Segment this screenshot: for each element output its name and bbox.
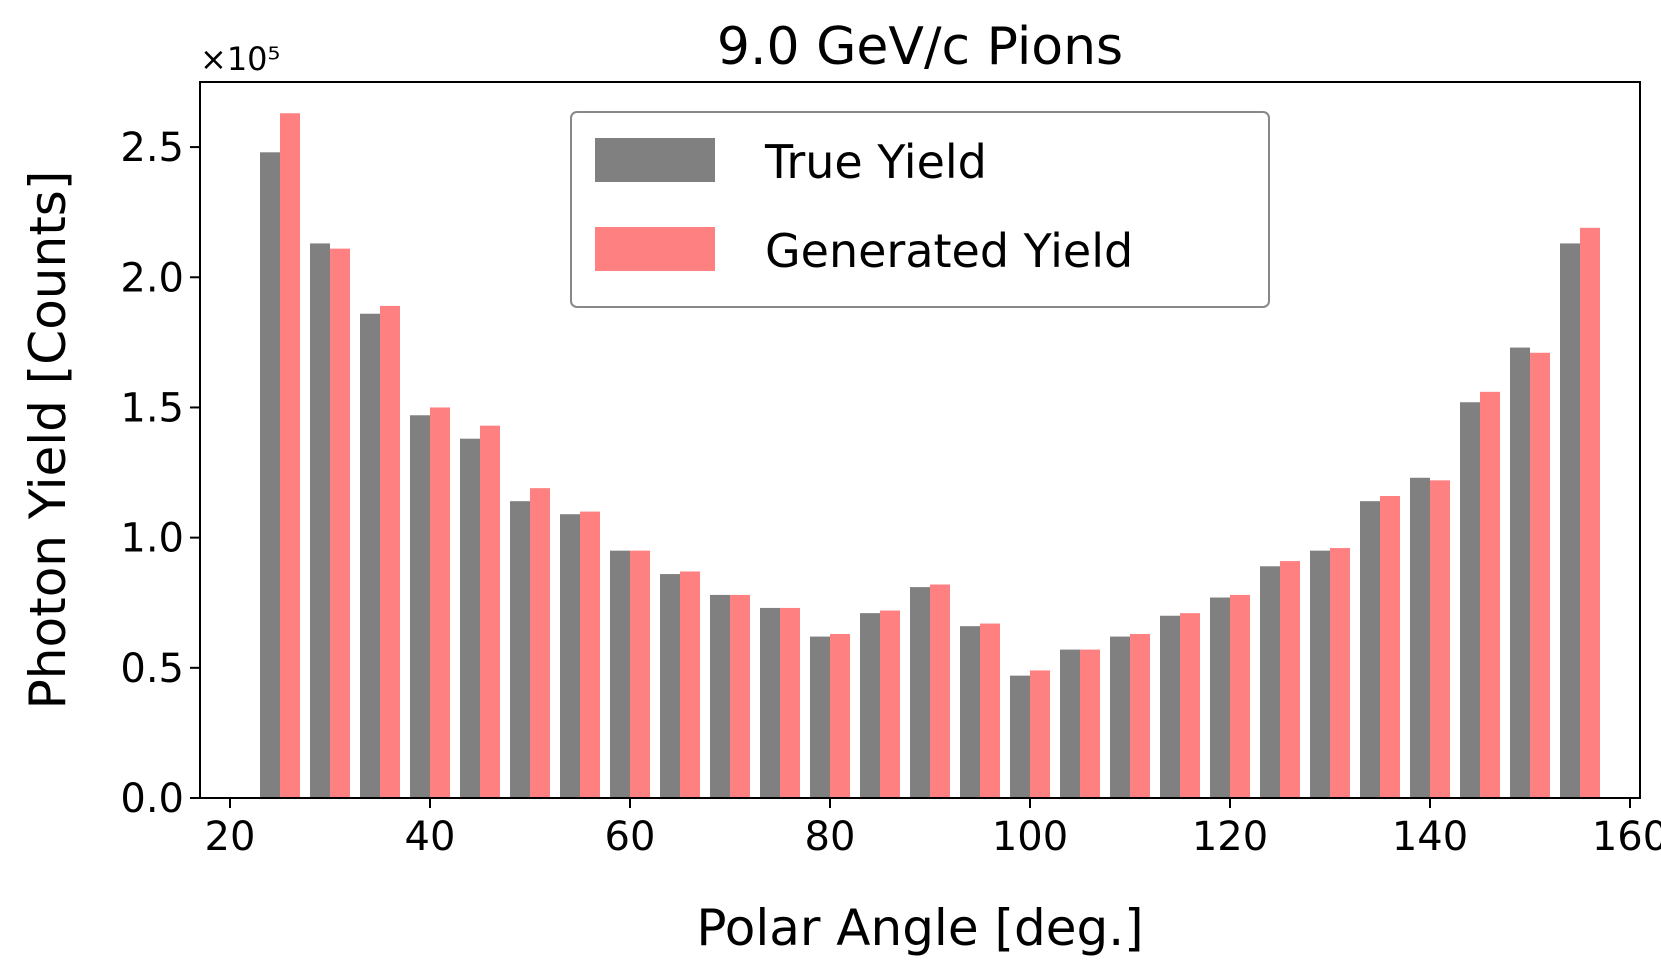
y-tick-label: 2.5 [120,125,184,171]
bar-generated-yield-60 [630,550,650,798]
bar-true-yield-25 [260,152,280,798]
bar-true-yield-110 [1110,636,1130,798]
bar-true-yield-60 [610,550,630,798]
bar-generated-yield-75 [780,607,800,798]
legend: True Yield Generated Yield [570,111,1270,308]
bar-generated-yield-95 [980,623,1000,798]
bar-generated-yield-120 [1230,594,1250,798]
x-tick-label: 20 [205,814,256,860]
bar-true-yield-75 [760,607,780,798]
bar-true-yield-115 [1160,615,1180,798]
bar-true-yield-95 [960,626,980,798]
x-tick-label: 160 [1592,814,1661,860]
y-tick-label: 0.0 [120,776,184,822]
bar-true-yield-125 [1260,566,1280,798]
plot-frame [199,81,1641,799]
bar-generated-yield-130 [1330,548,1350,798]
y-tick-label: 1.5 [120,385,184,431]
bar-true-yield-120 [1210,597,1230,798]
x-tick-label: 60 [605,814,656,860]
bar-true-yield-150 [1510,347,1530,798]
bar-true-yield-40 [410,415,430,798]
bar-true-yield-30 [310,243,330,798]
y-tick-label: 1.0 [120,516,184,562]
x-tick-label: 100 [992,814,1068,860]
bar-generated-yield-25 [280,113,300,798]
bar-true-yield-50 [510,501,530,798]
bar-true-yield-65 [660,574,680,798]
bar-generated-yield-80 [830,633,850,798]
bar-generated-yield-145 [1480,391,1500,798]
legend-label-true-yield: True Yield [764,135,987,189]
bar-generated-yield-105 [1080,649,1100,798]
bar-true-yield-155 [1560,243,1580,798]
x-axis-label: Polar Angle [deg.] [696,899,1143,957]
x-axis: 20 40 60 80 100 120 140 160 [205,798,1661,860]
bar-true-yield-140 [1410,477,1430,798]
bar-generated-yield-135 [1380,495,1400,798]
bar-generated-yield-115 [1180,613,1200,798]
bar-generated-yield-65 [680,571,700,798]
bar-generated-yield-35 [380,305,400,798]
bar-generated-yield-90 [930,584,950,798]
bar-generated-yield-85 [880,610,900,798]
bar-generated-yield-140 [1430,480,1450,798]
bar-generated-yield-40 [430,407,450,798]
bar-true-yield-85 [860,613,880,798]
bar-generated-yield-100 [1030,670,1050,798]
legend-swatch-generated-yield [595,227,715,271]
x-tick-label: 120 [1192,814,1268,860]
legend-box [570,111,1270,308]
chart-title: 9.0 GeV/c Pions [717,17,1123,77]
bar-generated-yield-45 [480,425,500,798]
y-axis-multiplier: ×10⁵ [200,40,280,78]
bar-generated-yield-155 [1580,227,1600,798]
legend-swatch-true-yield [595,138,715,182]
bar-true-yield-130 [1310,550,1330,798]
bar-generated-yield-55 [580,511,600,798]
bar-generated-yield-30 [330,248,350,799]
bar-generated-yield-70 [730,594,750,798]
bars-layer [260,113,1600,799]
y-axis-label: Photon Yield [Counts] [19,171,77,710]
bar-true-yield-90 [910,587,930,798]
x-tick-label: 40 [405,814,456,860]
bar-generated-yield-50 [530,488,550,798]
bar-true-yield-105 [1060,649,1080,798]
bar-true-yield-70 [710,594,730,798]
y-tick-label: 0.5 [120,646,184,692]
legend-label-generated-yield: Generated Yield [765,224,1133,278]
x-tick-label: 80 [805,814,856,860]
bar-true-yield-100 [1010,675,1030,798]
bar-true-yield-80 [810,636,830,798]
bar-generated-yield-125 [1280,561,1300,798]
y-tick-label: 2.0 [120,255,184,301]
x-tick-label: 140 [1392,814,1468,860]
y-axis: 0.0 0.5 1.0 1.5 2.0 2.5 [120,125,200,822]
bar-true-yield-55 [560,514,580,798]
bar-generated-yield-110 [1130,633,1150,798]
bar-generated-yield-150 [1530,352,1550,798]
bar-true-yield-35 [360,313,380,798]
bar-true-yield-135 [1360,501,1380,798]
bar-true-yield-45 [460,438,480,798]
bar-true-yield-145 [1460,402,1480,798]
